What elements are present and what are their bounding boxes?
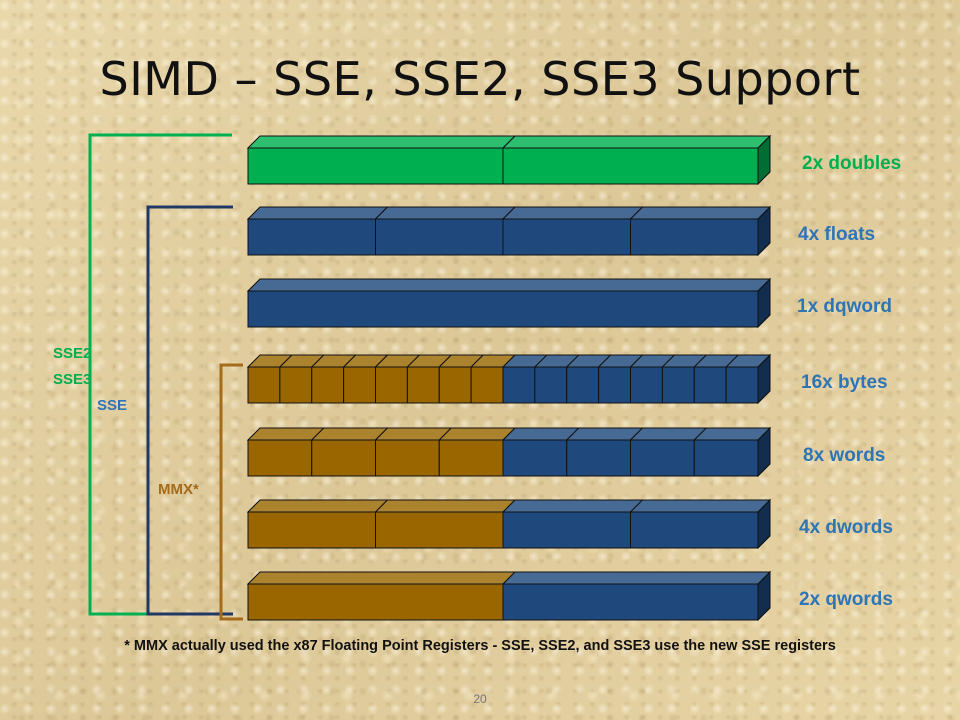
- register-cell-blue: [501, 427, 580, 477]
- row-label: 4x floats: [798, 224, 875, 245]
- bracket-label: SSE2: [53, 345, 91, 362]
- sse-bracket: SSE: [97, 205, 233, 616]
- register-cell-gold: [374, 354, 421, 404]
- mmx-bracket: MMX*: [158, 363, 243, 621]
- register-cell-blue: [597, 354, 644, 404]
- register-cell-blue: [693, 354, 740, 404]
- register-cell-blue: [374, 206, 517, 256]
- register-cell-blue: [246, 206, 389, 256]
- register-cell-gold: [246, 354, 294, 404]
- register-cell-blue: [501, 206, 644, 256]
- register-cell-blue: [661, 354, 708, 404]
- register-row: 8x words: [246, 426, 885, 478]
- register-row: 16x bytes: [246, 353, 888, 405]
- row-label: 2x doubles: [802, 153, 901, 174]
- register-cell-gold: [406, 354, 453, 404]
- register-cell-gold: [246, 571, 517, 621]
- row-label: 4x dwords: [799, 517, 893, 538]
- register-cell-blue: [501, 499, 644, 549]
- register-cell-blue: [629, 498, 772, 550]
- register-cell-blue: [501, 570, 772, 622]
- register-cell-gold: [342, 354, 389, 404]
- register-cell-gold: [374, 427, 453, 477]
- register-cell-gold: [278, 354, 325, 404]
- row-label: 1x dqword: [797, 296, 892, 317]
- register-cell-gold: [246, 499, 389, 549]
- register-row: 4x floats: [246, 205, 875, 257]
- register-cell-blue: [629, 427, 708, 477]
- register-cell-gold: [310, 427, 389, 477]
- register-cell-blue: [533, 354, 580, 404]
- register-cell-gold: [310, 354, 357, 404]
- register-cell-blue: [629, 354, 676, 404]
- register-cell-green: [246, 135, 517, 185]
- register-cell-blue: [246, 277, 772, 329]
- register-cell-blue: [693, 426, 772, 478]
- bracket-label: MMX*: [158, 481, 199, 498]
- register-cell-gold: [469, 354, 517, 404]
- register-row: 2x qwords: [246, 570, 893, 622]
- register-cell-blue: [629, 205, 772, 257]
- register-cell-blue: [724, 353, 772, 405]
- register-cell-green: [501, 134, 772, 186]
- bracket-label: SSE: [97, 397, 127, 414]
- register-cell-blue: [565, 354, 612, 404]
- row-label: 8x words: [803, 445, 885, 466]
- row-label: 2x qwords: [799, 589, 893, 610]
- register-row: 4x dwords: [246, 498, 893, 550]
- register-row: 1x dqword: [246, 277, 892, 329]
- bracket-label: SSE3: [53, 371, 91, 388]
- page-number: 20: [473, 692, 487, 706]
- row-label: 16x bytes: [801, 372, 888, 393]
- slide-title: SIMD – SSE, SSE2, SSE3 Support: [99, 52, 861, 106]
- register-cell-gold: [438, 354, 485, 404]
- footnote: * MMX actually used the x87 Floating Poi…: [124, 638, 836, 654]
- register-cell-blue: [565, 427, 644, 477]
- register-cell-blue: [501, 354, 549, 404]
- register-cell-gold: [374, 499, 517, 549]
- register-row: 2x doubles: [246, 134, 901, 186]
